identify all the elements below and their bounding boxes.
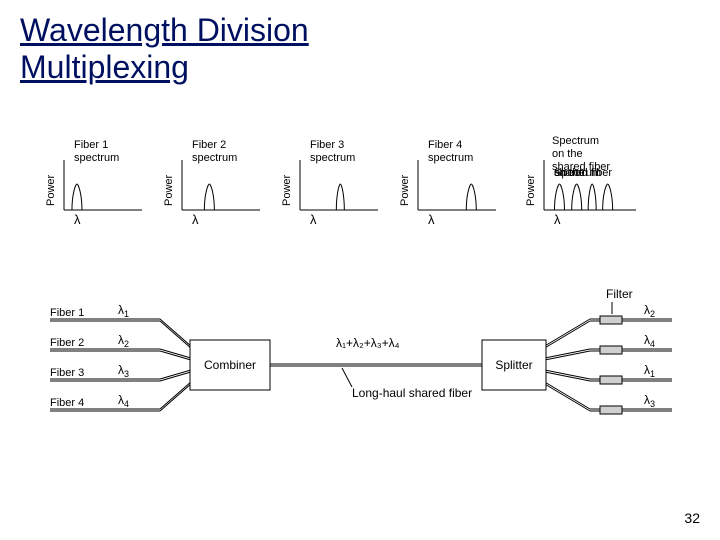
svg-text:Power: Power <box>525 174 537 206</box>
svg-text:λ3: λ3 <box>644 393 655 409</box>
svg-text:λ: λ <box>428 212 435 227</box>
svg-text:spectrum: spectrum <box>74 152 119 164</box>
svg-text:Power: Power <box>163 174 175 206</box>
svg-text:Filter: Filter <box>606 287 633 301</box>
svg-text:λ: λ <box>554 212 561 227</box>
page-number: 32 <box>684 510 700 526</box>
svg-text:Spectrum: Spectrum <box>552 135 599 147</box>
svg-text:λ: λ <box>74 212 81 227</box>
svg-text:Fiber 2: Fiber 2 <box>50 337 84 349</box>
svg-text:Fiber 1: Fiber 1 <box>74 139 108 151</box>
diagram-canvas: PowerλFiber 1spectrumPowerλFiber 2spectr… <box>0 0 720 540</box>
svg-text:Fiber 2: Fiber 2 <box>192 139 226 151</box>
svg-text:spectrum: spectrum <box>428 152 473 164</box>
svg-text:λ1: λ1 <box>118 303 129 319</box>
svg-text:spectrum: spectrum <box>310 152 355 164</box>
svg-text:λ: λ <box>310 212 317 227</box>
svg-text:λ4: λ4 <box>644 333 655 349</box>
svg-text:Long-haul shared fiber: Long-haul shared fiber <box>352 386 472 400</box>
svg-text:Power: Power <box>45 174 57 206</box>
svg-text:Fiber 1: Fiber 1 <box>50 307 84 319</box>
svg-text:Power: Power <box>399 174 411 206</box>
svg-text:Fiber 4: Fiber 4 <box>428 139 462 151</box>
svg-text:λ4: λ4 <box>118 393 129 409</box>
svg-text:λ₁+λ₂+λ₃+λ₄: λ₁+λ₂+λ₃+λ₄ <box>336 336 400 350</box>
svg-text:λ1: λ1 <box>644 363 655 379</box>
svg-text:Fiber 3: Fiber 3 <box>50 367 84 379</box>
svg-text:shared fiber: shared fiber <box>552 161 610 173</box>
svg-text:Power: Power <box>281 174 293 206</box>
svg-text:λ: λ <box>192 212 199 227</box>
svg-text:Fiber 3: Fiber 3 <box>310 139 344 151</box>
svg-text:λ2: λ2 <box>118 333 129 349</box>
svg-text:on the: on the <box>552 148 583 160</box>
svg-text:Splitter: Splitter <box>495 358 532 372</box>
svg-text:Fiber 4: Fiber 4 <box>50 397 84 409</box>
svg-text:Combiner: Combiner <box>204 358 256 372</box>
svg-text:λ3: λ3 <box>118 363 129 379</box>
svg-text:λ2: λ2 <box>644 303 655 319</box>
svg-text:spectrum: spectrum <box>192 152 237 164</box>
